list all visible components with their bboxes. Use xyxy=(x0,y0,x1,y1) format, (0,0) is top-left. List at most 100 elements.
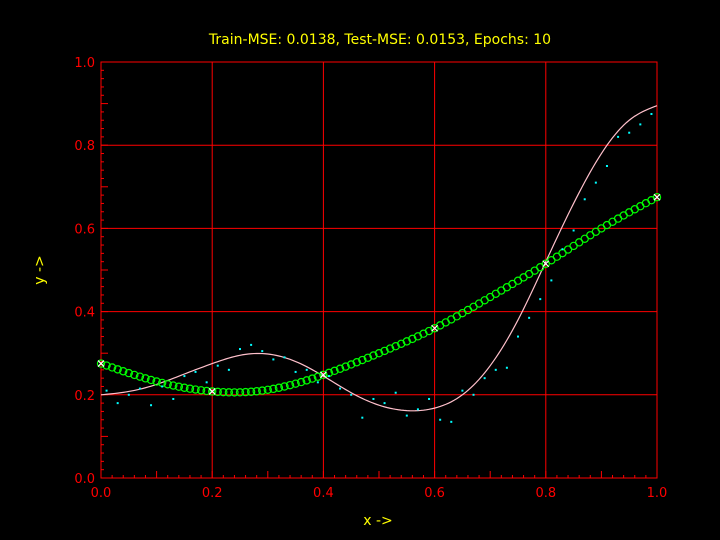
prediction-marker xyxy=(196,386,206,395)
noisy-sample-point xyxy=(461,389,464,392)
noisy-sample-point xyxy=(350,393,353,396)
noisy-sample-point xyxy=(494,368,497,371)
x-tick-label: 0.0 xyxy=(91,486,112,501)
prediction-marker xyxy=(385,344,395,353)
noisy-sample-point xyxy=(261,350,264,353)
center-x-stroke xyxy=(208,388,216,395)
prediction-marker xyxy=(163,380,172,389)
chart-title: Train-MSE: 0.0138, Test-MSE: 0.0153, Epo… xyxy=(208,32,551,48)
prediction-marker xyxy=(202,386,211,396)
noisy-sample-point xyxy=(472,393,475,396)
prediction-marker xyxy=(246,387,256,396)
prediction-marker xyxy=(124,368,134,378)
prediction-marker xyxy=(230,388,239,397)
x-tick-label: 0.2 xyxy=(202,486,223,501)
noisy-sample-point xyxy=(383,402,386,405)
x-tick-label: 0.4 xyxy=(313,486,334,501)
noisy-sample-point xyxy=(416,408,419,411)
noisy-sample-point xyxy=(428,397,431,400)
noisy-sample-point xyxy=(594,181,597,184)
noisy-sample-point xyxy=(528,316,531,319)
noisy-sample-point xyxy=(183,375,186,378)
noisy-sample-point xyxy=(372,397,375,400)
y-tick-label: 0.6 xyxy=(74,222,95,237)
noisy-sample-point xyxy=(239,348,241,351)
prediction-marker xyxy=(380,346,389,356)
noisy-sample-point xyxy=(505,366,508,369)
noisy-sample-point xyxy=(339,387,342,390)
noisy-sample-point xyxy=(294,370,297,373)
prediction-marker xyxy=(141,374,150,383)
prediction-marker xyxy=(263,385,272,395)
prediction-marker xyxy=(374,349,384,358)
prediction-marker xyxy=(358,355,367,365)
noisy-sample-point xyxy=(628,131,631,134)
prediction-marker xyxy=(352,358,361,367)
noisy-sample-point xyxy=(394,391,397,394)
center-x-stroke xyxy=(653,193,661,201)
prediction-marker xyxy=(169,381,178,390)
prediction-marker xyxy=(252,387,261,396)
noisy-sample-point xyxy=(305,368,308,371)
noisy-sample-point xyxy=(283,356,286,359)
center-x-marker xyxy=(97,360,105,368)
prediction-marker xyxy=(335,364,345,373)
center-x-stroke xyxy=(319,371,327,379)
noisy-sample-point xyxy=(572,229,575,232)
noisy-sample-point xyxy=(617,135,620,138)
noisy-sample-point xyxy=(150,404,153,407)
y-tick-label: 0.2 xyxy=(74,389,95,404)
center-x-marker xyxy=(319,371,327,379)
prediction-marker xyxy=(341,362,350,371)
y-tick-label: 0.0 xyxy=(74,472,95,487)
y-tick-label: 1.0 xyxy=(74,56,95,71)
noisy-sample-point xyxy=(539,298,542,301)
prediction-marker xyxy=(280,382,289,391)
noisy-sample-point xyxy=(105,389,108,392)
prediction-marker xyxy=(213,387,222,397)
noisy-sample-point xyxy=(316,381,319,384)
prediction-marker xyxy=(130,370,139,380)
x-tick-label: 0.8 xyxy=(535,486,556,501)
prediction-marker xyxy=(174,382,184,391)
noisy-sample-point xyxy=(194,370,197,373)
prediction-marker xyxy=(235,388,245,397)
series xyxy=(96,105,662,423)
prediction-marker xyxy=(397,339,406,349)
center-x-stroke xyxy=(542,260,550,268)
prediction-marker xyxy=(296,377,306,387)
prediction-marker xyxy=(191,385,200,394)
noisy-sample-point xyxy=(127,393,130,396)
prediction-marker xyxy=(119,367,128,376)
center-x-marker xyxy=(653,193,661,201)
y-tick-label: 0.4 xyxy=(74,306,95,321)
noisy-sample-point xyxy=(583,198,586,201)
prediction-marker xyxy=(369,351,378,360)
prediction-marker xyxy=(285,380,295,390)
prediction-marker xyxy=(241,387,250,397)
center-x-marker xyxy=(431,324,439,332)
noisy-sample-point xyxy=(483,377,486,380)
prediction-marker xyxy=(402,337,411,346)
prediction-marker xyxy=(269,384,278,394)
noisy-sample-point xyxy=(439,418,442,421)
prediction-marker xyxy=(224,388,234,397)
prediction-marker xyxy=(302,376,311,385)
center-x-marker xyxy=(542,260,550,268)
center-x-marker xyxy=(208,388,216,395)
noisy-sample-point xyxy=(172,397,175,400)
grid xyxy=(100,61,658,479)
prediction-marker xyxy=(185,384,195,393)
prediction-marker xyxy=(113,365,122,374)
noisy-sample-point xyxy=(327,375,330,378)
noisy-sample-point xyxy=(116,402,119,405)
x-axis-label: x -> xyxy=(363,513,393,529)
noisy-sample-point xyxy=(605,165,608,167)
ticks: 0.0 0.2 0.4 0.6 0.8 1.0 0.0 0.2 0.4 0.6 0.8 1.0 xyxy=(74,56,667,501)
prediction-marker xyxy=(107,363,117,372)
prediction-marker xyxy=(207,387,217,396)
prediction-marker xyxy=(347,360,356,369)
prediction-marker xyxy=(146,375,156,385)
noisy-sample-point xyxy=(650,113,653,115)
